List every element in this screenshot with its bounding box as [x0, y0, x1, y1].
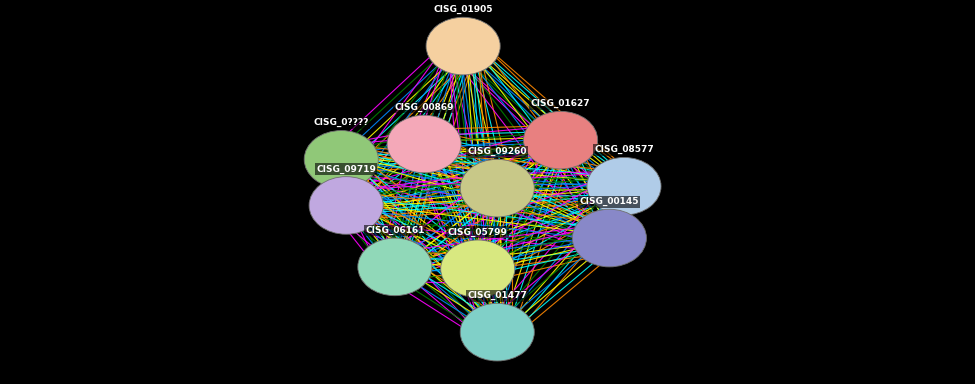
Text: CISG_06161: CISG_06161 [365, 226, 425, 235]
Ellipse shape [426, 17, 500, 75]
Ellipse shape [358, 238, 432, 296]
Text: CISG_01477: CISG_01477 [467, 291, 527, 300]
Ellipse shape [387, 115, 461, 173]
Text: CISG_08577: CISG_08577 [594, 145, 654, 154]
Text: CISG_09260: CISG_09260 [467, 147, 527, 156]
Ellipse shape [460, 159, 534, 217]
Ellipse shape [572, 209, 646, 267]
Text: CISG_09719: CISG_09719 [316, 164, 376, 174]
Text: CISG_00869: CISG_00869 [394, 103, 454, 112]
Ellipse shape [441, 240, 515, 298]
Ellipse shape [587, 157, 661, 215]
Text: CISG_00145: CISG_00145 [579, 197, 640, 206]
Text: CISG_0????: CISG_0???? [314, 118, 369, 127]
Text: CISG_05799: CISG_05799 [448, 228, 508, 237]
Ellipse shape [524, 111, 598, 169]
Text: CISG_01905: CISG_01905 [433, 5, 493, 14]
Ellipse shape [304, 131, 378, 188]
Text: CISG_01627: CISG_01627 [530, 99, 591, 108]
Ellipse shape [460, 303, 534, 361]
Ellipse shape [309, 177, 383, 234]
